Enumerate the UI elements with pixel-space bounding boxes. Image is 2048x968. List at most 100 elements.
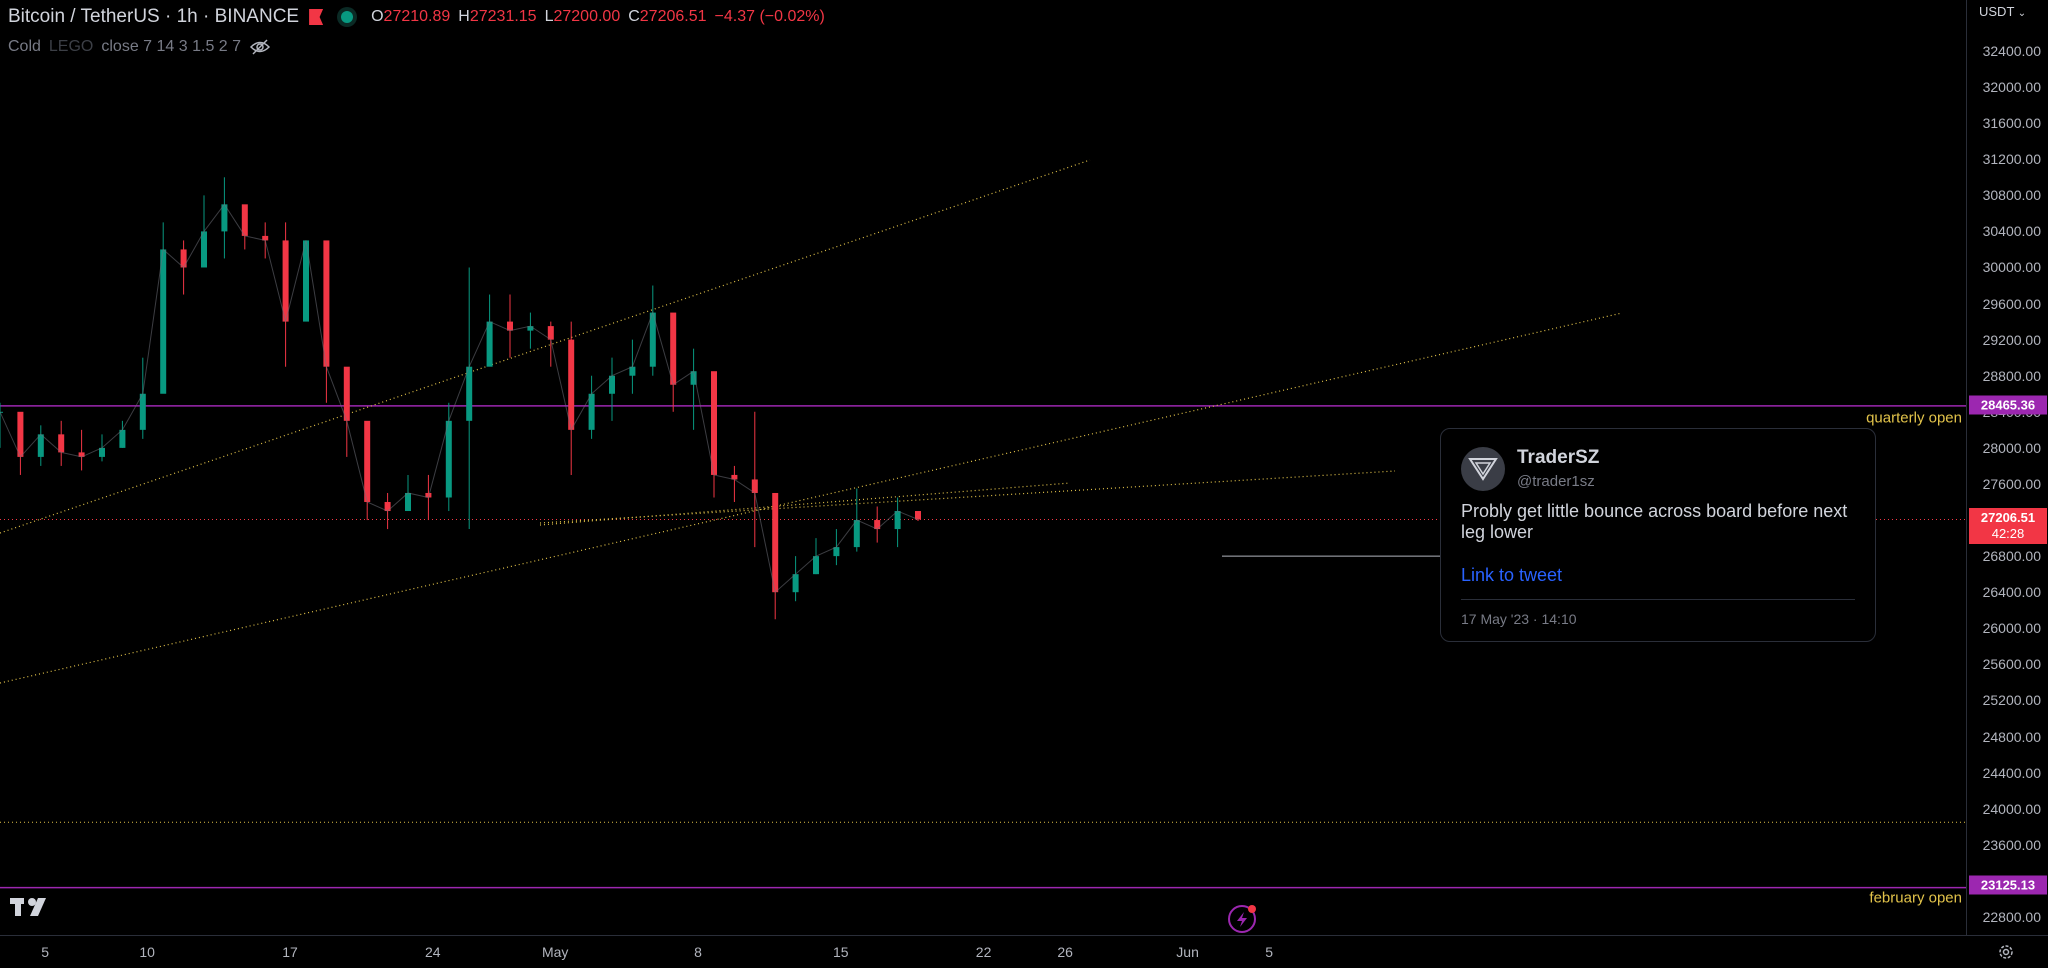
price-series: [0, 177, 921, 620]
avatar[interactable]: [1461, 447, 1505, 491]
indicator-name: Cold: [8, 38, 41, 55]
candle-body: [364, 420, 371, 502]
open-label: O: [371, 8, 384, 25]
time-axis-label: May: [541, 944, 569, 960]
price-axis-label: 26000.00: [1982, 620, 2041, 637]
quarterly-open-label: quarterly open: [1866, 409, 1962, 427]
ohlc-values: O27210.89 H27231.15 L27200.00 C27206.51 …: [371, 8, 825, 26]
avatar-logo-icon: [1468, 458, 1498, 481]
tweet-card[interactable]: TraderSZ @trader1sz Probly get little bo…: [1440, 428, 1876, 642]
indicator-legend[interactable]: Cold LEGO close 7 14 3 1.5 2 7: [8, 38, 271, 56]
tweet-author-handle[interactable]: @trader1sz: [1517, 473, 1595, 490]
candle-body: [384, 502, 391, 512]
candle-body: [772, 492, 779, 593]
close-line: [0, 203, 919, 594]
hidden-eye-icon[interactable]: [249, 39, 271, 55]
candle-body: [813, 556, 819, 575]
price-axis-label: 29200.00: [1982, 331, 2041, 348]
candle-body: [425, 492, 432, 498]
candle-countdown: 42:28: [1991, 526, 2025, 541]
market-status-icon[interactable]: [341, 11, 354, 23]
time-axis-label: 8: [694, 944, 702, 960]
indicator-params: close 7 14 3 1.5 2 7: [101, 38, 242, 55]
candle-body: [588, 393, 595, 430]
price-axis-label: 25200.00: [1982, 692, 2041, 709]
price-axis-label: 25600.00: [1982, 656, 2041, 673]
candle-body: [0, 411, 3, 413]
candle-body: [221, 204, 228, 232]
candle-body: [894, 511, 901, 530]
tradingview-logo-icon[interactable]: [10, 898, 46, 916]
high-label: H: [458, 8, 470, 25]
candle-body: [874, 520, 881, 530]
symbol-title[interactable]: Bitcoin / TetherUS · 1h · BINANCE: [8, 6, 300, 27]
settings-gear-icon[interactable]: [1998, 944, 2014, 960]
candle-body: [486, 321, 493, 367]
tweet-divider: [1461, 599, 1855, 600]
candle-body: [343, 366, 350, 421]
february-open-label: february open: [1869, 889, 1962, 907]
candle-body: [262, 235, 269, 241]
candle-body: [751, 479, 758, 493]
price-axis[interactable]: USDT ⌄ 32400.00 32000.00 31600.00 31200.00 3…: [1966, 0, 2048, 935]
candle-body: [282, 240, 289, 322]
price-axis-label: 32400.00: [1982, 43, 2041, 59]
price-axis-label: 30000.00: [1982, 259, 2041, 276]
candle-body: [58, 434, 65, 453]
candle-body: [568, 339, 575, 430]
candle-body: [731, 474, 738, 480]
price-change: −4.37 (−0.02%): [714, 8, 825, 25]
price-axis-label: 24800.00: [1982, 728, 2041, 745]
time-axis-label: 17: [282, 944, 298, 960]
quarterly-open-tag: 28465.36: [1969, 395, 2047, 415]
price-axis-label: 30800.00: [1982, 187, 2041, 204]
candle-body: [792, 574, 799, 593]
indicator-name-faded: LEGO: [48, 38, 94, 55]
price-axis-label: 27600.00: [1982, 475, 2041, 492]
candle-body: [17, 411, 24, 457]
currency-label: USDT: [1979, 4, 2015, 19]
candle-body: [445, 420, 452, 498]
lightning-icon[interactable]: [1228, 905, 1256, 933]
candle-body: [139, 393, 146, 430]
candle-body: [711, 371, 717, 475]
candle-body: [303, 240, 309, 322]
price-axis-label: 32000.00: [1982, 79, 2041, 96]
candle-body: [37, 434, 44, 457]
time-axis-label: 5: [41, 944, 50, 960]
open-value: 27210.89: [383, 8, 451, 25]
trend-line: [0, 159, 1091, 534]
candle-body: [241, 204, 248, 236]
trend-line: [539, 482, 1071, 526]
candle-body: [649, 312, 656, 367]
candle-body: [670, 312, 677, 385]
candle-body: [78, 452, 85, 457]
candle-body: [833, 547, 840, 557]
trend-lines: [0, 159, 1623, 684]
price-axis-label: 28800.00: [1982, 367, 2041, 384]
price-chart[interactable]: [0, 0, 1966, 935]
price-axis-label: 22800.00: [1982, 908, 2041, 925]
chevron-down-icon: ⌄: [2017, 8, 2027, 19]
candle-body: [180, 249, 187, 268]
candle-body: [609, 375, 615, 394]
candle-body: [547, 326, 554, 340]
tweet-link[interactable]: Link to tweet: [1461, 565, 1563, 585]
currency-selector[interactable]: USDT ⌄: [1979, 4, 2026, 19]
price-axis-label: 31600.00: [1982, 115, 2041, 132]
price-axis-label: 26800.00: [1982, 548, 2041, 565]
price-axis-label: 23600.00: [1982, 836, 2041, 853]
tweet-author-name[interactable]: TraderSZ: [1517, 447, 1600, 468]
time-axis-label: 5: [1265, 944, 1274, 960]
flag-icon[interactable]: [309, 9, 324, 25]
close-value: 27206.51: [639, 8, 707, 25]
time-axis-label: 24: [425, 944, 441, 960]
current-price-value: 27206.51: [1980, 510, 2036, 525]
high-value: 27231.15: [469, 8, 537, 25]
trend-line: [0, 312, 1623, 684]
current-price-tag: 27206.51 42:28: [1969, 508, 2047, 544]
time-axis[interactable]: 5 10 17 24 May 8 15 22 26 Jun 5: [0, 935, 2048, 968]
close-label: C: [628, 8, 640, 25]
price-axis-label: 30400.00: [1982, 223, 2041, 240]
trend-line: [539, 470, 1396, 524]
